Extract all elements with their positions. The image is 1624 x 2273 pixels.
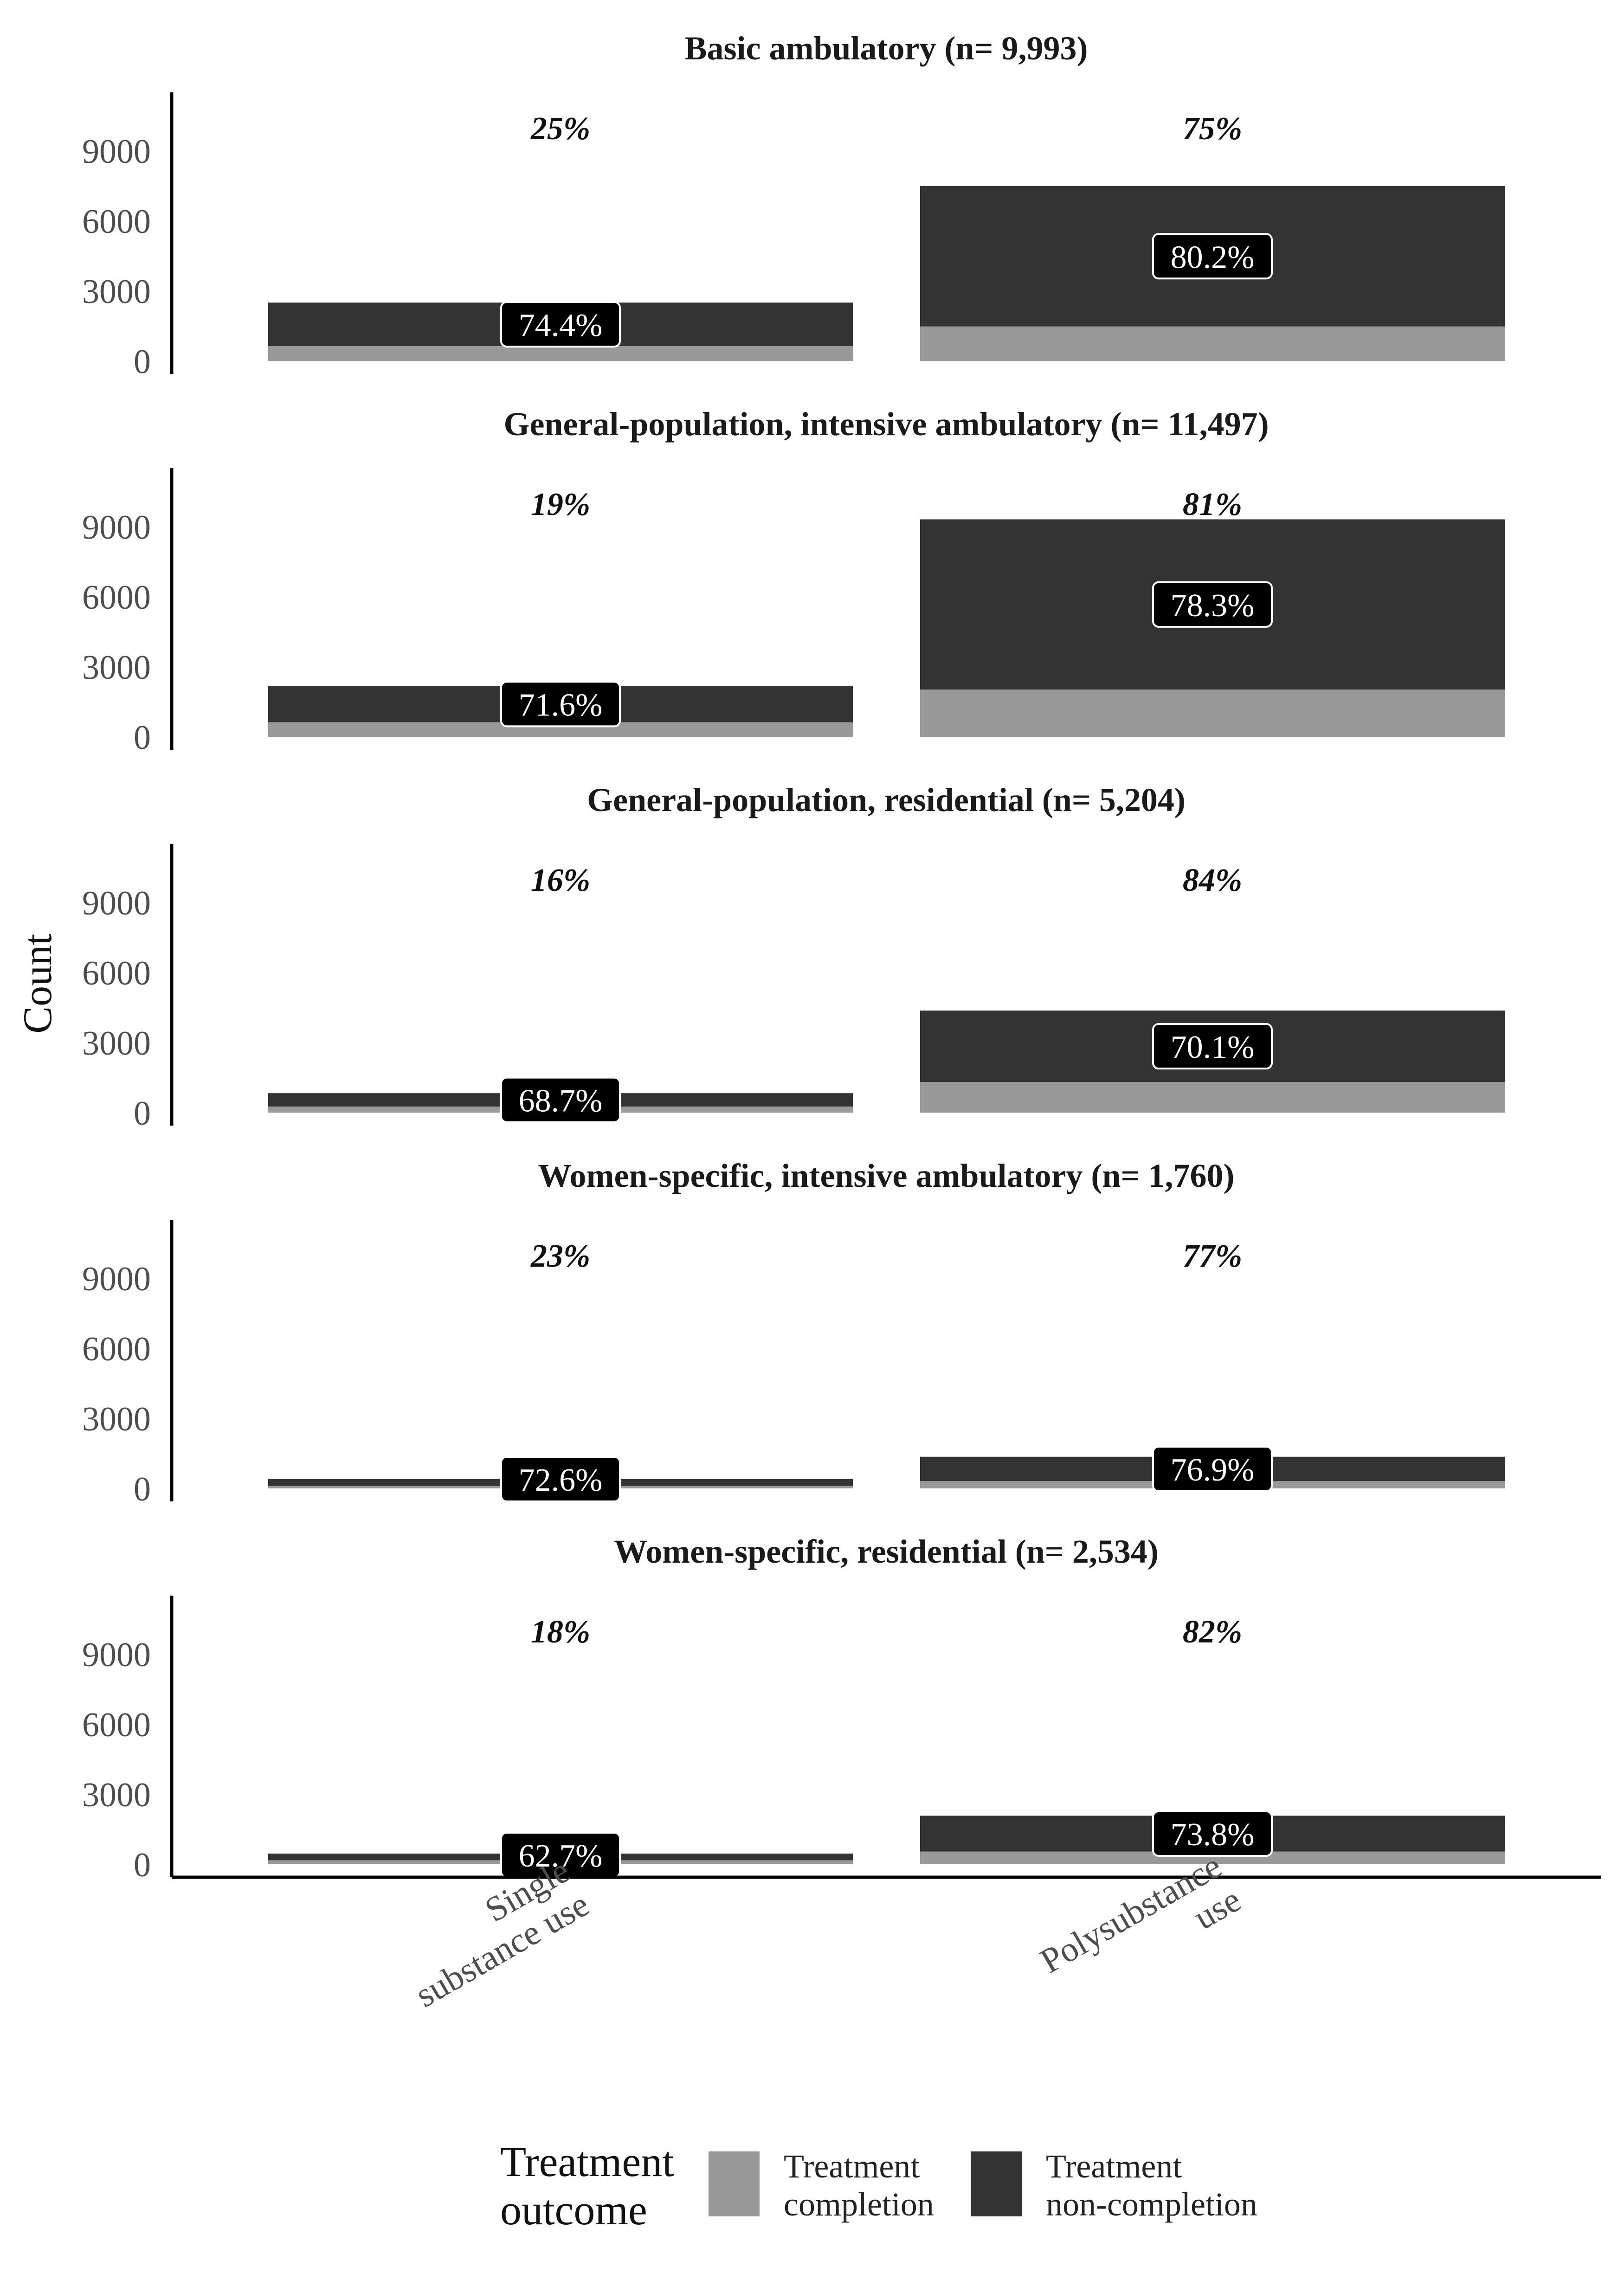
share-label: 84% [1183, 863, 1242, 898]
x-category-label: Polysubstanceuse [1034, 1846, 1248, 2015]
legend-title: Treatment outcome [500, 2138, 674, 2234]
y-tick-label: 0 [134, 343, 151, 381]
pct-label-text: 72.6% [519, 1462, 603, 1498]
noncompletion-pct-label: 73.8% [1152, 1810, 1273, 1857]
legend-swatch [709, 2151, 760, 2216]
pct-label-text: 78.3% [1171, 588, 1255, 624]
y-tick-label: 6000 [82, 1330, 151, 1368]
panel-3: General-population, residential (n= 5,20… [82, 781, 1505, 1133]
noncompletion-pct-label: 78.3% [1152, 581, 1273, 628]
pct-label-text: 68.7% [519, 1083, 603, 1119]
panel-title: Women-specific, residential (n= 2,534) [614, 1533, 1159, 1570]
pct-label-text: 70.1% [1171, 1030, 1255, 1065]
y-tick-label: 3000 [82, 273, 151, 311]
share-label: 19% [531, 487, 590, 522]
share-label: 82% [1183, 1614, 1242, 1650]
bar-completion [920, 689, 1505, 737]
share-label: 81% [1183, 487, 1242, 522]
pct-label-box [500, 1456, 621, 1502]
panel-5: Women-specific, residential (n= 2,534) 0 3… [82, 1533, 1505, 1884]
noncompletion-pct-label: 71.6% [500, 681, 621, 728]
pct-label-box [1152, 1023, 1273, 1070]
share-label: 77% [1183, 1238, 1242, 1274]
y-tick-label: 3000 [82, 1400, 151, 1438]
panel-1: Basic ambulatory (n= 9,993) 0 3000 6000 9000… [82, 30, 1505, 381]
noncompletion-pct-label: 76.9% [1152, 1445, 1273, 1492]
bar-completion [268, 346, 853, 361]
share-label: 23% [530, 1238, 590, 1274]
pct-label-box [500, 1076, 621, 1123]
panel-title: Women-specific, intensive ambulatory (n=… [538, 1157, 1235, 1194]
y-axis-title: Count [15, 934, 60, 1033]
legend-label: Treatment non-completion [1046, 2148, 1257, 2223]
pct-label-text: 71.6% [519, 687, 603, 723]
legend-label: Treatment completion [784, 2148, 934, 2223]
noncompletion-pct-label: 70.1% [1152, 1023, 1273, 1070]
panel-2: General-population, intensive ambulatory… [82, 406, 1505, 757]
y-tick-label: 9000 [82, 1260, 151, 1298]
panel-title: Basic ambulatory (n= 9,993) [684, 30, 1088, 67]
pct-label-text: 73.8% [1171, 1817, 1255, 1853]
noncompletion-pct-label: 68.7% [500, 1076, 621, 1123]
y-tick-label: 0 [134, 1095, 151, 1133]
x-category-label: Singlesubstance use [389, 1851, 595, 2015]
pct-label-box [1152, 1445, 1273, 1492]
pct-label-text: 76.9% [1171, 1452, 1255, 1488]
panel-4: Women-specific, intensive ambulatory (n=… [82, 1157, 1505, 1508]
panel-title: General-population, residential (n= 5,20… [587, 781, 1186, 818]
pct-label-box [500, 301, 621, 348]
y-tick-label: 6000 [82, 579, 151, 617]
y-tick-label: 9000 [82, 1636, 151, 1674]
y-tick-label: 3000 [82, 1024, 151, 1062]
pct-label-box [500, 681, 621, 728]
y-tick-label: 9000 [82, 884, 151, 922]
bar-completion [920, 1082, 1505, 1113]
noncompletion-pct-label: 80.2% [1152, 233, 1273, 280]
y-tick-label: 9000 [82, 133, 151, 171]
noncompletion-pct-label: 72.6% [500, 1456, 621, 1502]
noncompletion-pct-label: 74.4% [500, 301, 621, 348]
pct-label-box [1152, 233, 1273, 280]
panel-title: General-population, intensive ambulatory… [503, 406, 1269, 443]
y-tick-label: 6000 [82, 1706, 151, 1744]
share-label: 16% [531, 863, 590, 898]
pct-label-text: 62.7% [519, 1838, 603, 1874]
pct-label-box [1152, 581, 1273, 628]
y-tick-label: 0 [134, 1846, 151, 1884]
y-tick-label: 6000 [82, 954, 151, 992]
share-label: 25% [530, 111, 590, 147]
pct-label-text: 74.4% [519, 308, 603, 343]
legend-swatch [971, 2151, 1022, 2216]
share-label: 18% [531, 1614, 590, 1650]
y-tick-label: 0 [134, 719, 151, 757]
pct-label-text: 80.2% [1171, 239, 1255, 275]
y-tick-label: 6000 [82, 203, 151, 241]
noncompletion-pct-label: 62.7% [500, 1832, 621, 1878]
y-tick-label: 3000 [82, 649, 151, 687]
y-tick-label: 3000 [82, 1776, 151, 1814]
y-tick-label: 9000 [82, 509, 151, 547]
y-tick-label: 0 [134, 1470, 151, 1508]
pct-label-box [1152, 1810, 1273, 1857]
share-label: 75% [1183, 111, 1242, 147]
bar-completion [920, 326, 1505, 361]
legend: Treatment outcome Treatment completion Treat… [500, 2138, 1257, 2234]
